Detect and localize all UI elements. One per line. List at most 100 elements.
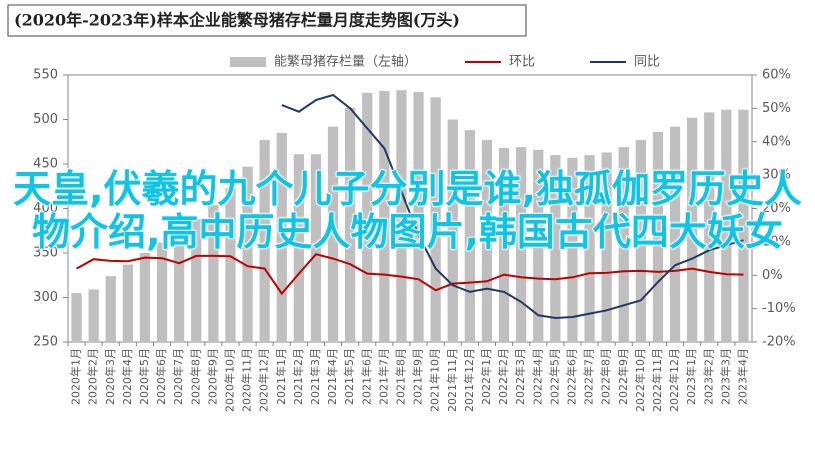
- x-tick-label: 2020年5月: [137, 348, 151, 405]
- bar: [550, 155, 561, 342]
- legend-label: 同比: [634, 55, 660, 70]
- x-tick-label: 2021年9月: [411, 348, 425, 405]
- x-tick-label: 2023年1月: [684, 348, 698, 405]
- x-tick-label: 2020年4月: [120, 348, 134, 405]
- x-tick-label: 2022年9月: [616, 348, 630, 405]
- y2-tick-label: 0%: [762, 268, 783, 283]
- y-tick-label: 250: [33, 335, 58, 350]
- x-tick-label: 2021年1月: [274, 348, 288, 405]
- bar: [447, 119, 458, 342]
- bar: [208, 204, 219, 342]
- x-tick-label: 2023年2月: [701, 348, 715, 405]
- x-tick-label: 2022年2月: [496, 348, 510, 405]
- bar: [242, 166, 253, 342]
- bar: [721, 109, 732, 343]
- x-tick-label: 2020年7月: [171, 348, 185, 405]
- x-tick-label: 2023年3月: [718, 348, 732, 405]
- bar: [704, 112, 715, 342]
- x-tick-label: 2022年10月: [633, 348, 647, 412]
- y-tick-label: 400: [33, 201, 58, 216]
- bar: [105, 276, 116, 342]
- x-tick-label: 2022年5月: [547, 348, 561, 405]
- x-tick-label: 2020年8月: [188, 348, 202, 405]
- bar: [618, 147, 629, 342]
- bar: [276, 132, 287, 342]
- y2-tick-label: 10%: [762, 234, 791, 249]
- y2-tick-label: 50%: [762, 101, 791, 116]
- bar: [635, 139, 646, 342]
- bar: [601, 152, 612, 342]
- x-tick-label: 2020年3月: [103, 348, 117, 405]
- bar: [379, 91, 390, 343]
- x-tick-label: 2021年4月: [325, 348, 339, 405]
- bar: [498, 147, 510, 342]
- bar: [584, 155, 595, 342]
- x-tick-label: 2020年11月: [240, 348, 254, 412]
- x-tick-label: 2021年11月: [445, 348, 459, 412]
- bar: [413, 91, 424, 342]
- bar: [362, 92, 373, 342]
- line: [76, 253, 744, 296]
- x-tick-label: 2021年5月: [342, 348, 356, 405]
- bar: [225, 188, 236, 342]
- x-tick-label: 2020年12月: [257, 348, 271, 412]
- overlay-text: 天皇,伏羲的九个儿子分别是谁,独孤伽罗历史人物介绍,高中历史人物图片,韩国古代四…: [12, 167, 802, 255]
- x-tick-label: 2020年9月: [205, 348, 219, 405]
- x-tick-label: 2022年8月: [599, 348, 613, 405]
- y-tick-label: 300: [33, 290, 58, 305]
- bar: [139, 253, 151, 342]
- title-box: [7, 4, 527, 37]
- x-tick-label: 2022年4月: [530, 348, 544, 405]
- y-tick-label: 450: [33, 157, 58, 172]
- x-tick-label: 2021年10月: [428, 348, 442, 412]
- y2-tick-label: -10%: [762, 301, 796, 316]
- x-tick-label: 2021年8月: [393, 348, 407, 405]
- x-tick-label: 2021年12月: [462, 348, 476, 412]
- bar: [567, 157, 578, 342]
- y2-tick-label: 40%: [762, 134, 791, 149]
- bar: [533, 149, 544, 342]
- y2-tick-label: -20%: [762, 335, 796, 350]
- bar: [516, 147, 527, 342]
- y-tick-label: 550: [33, 68, 58, 83]
- bar: [191, 219, 202, 342]
- bar: [310, 154, 322, 342]
- x-tick-label: 2020年2月: [86, 348, 100, 405]
- bar: [396, 90, 407, 342]
- x-tick-label: 2022年7月: [582, 348, 596, 405]
- legend-swatch: [230, 57, 266, 67]
- bar: [669, 126, 681, 343]
- x-tick-label: 2020年6月: [154, 348, 168, 405]
- bar: [345, 107, 356, 343]
- x-tick-label: 2021年3月: [308, 348, 322, 405]
- chart-title: (2020年-2023年)样本企业能繁母猪存栏量月度走势图(万头): [14, 11, 460, 30]
- bar: [464, 130, 475, 342]
- bar: [481, 139, 493, 342]
- bar: [652, 131, 664, 342]
- bar: [738, 109, 749, 343]
- bar: [687, 117, 698, 342]
- bar: [156, 242, 168, 342]
- x-tick-label: 2022年6月: [564, 348, 578, 405]
- line: [281, 93, 744, 320]
- bar: [327, 126, 339, 343]
- x-tick-label: 2021年7月: [376, 348, 390, 405]
- bar: [174, 231, 185, 342]
- bar: [293, 154, 304, 342]
- bar: [71, 293, 82, 342]
- legend-label: 能繁母猪存栏量（左轴）: [274, 54, 417, 70]
- x-tick-label: 2020年1月: [69, 348, 83, 405]
- x-tick-label: 2023年4月: [735, 348, 749, 405]
- x-tick-label: 2022年1月: [479, 348, 493, 405]
- y2-tick-label: 60%: [762, 68, 791, 83]
- x-tick-label: 2022年11月: [650, 348, 664, 412]
- x-tick-label: 2021年6月: [359, 348, 373, 405]
- bar: [259, 139, 270, 342]
- bar: [88, 289, 99, 342]
- y2-tick-label: 20%: [762, 201, 791, 216]
- y-tick-label: 350: [33, 246, 58, 261]
- x-tick-label: 2022年3月: [513, 348, 527, 405]
- x-tick-label: 2020年10月: [222, 348, 236, 412]
